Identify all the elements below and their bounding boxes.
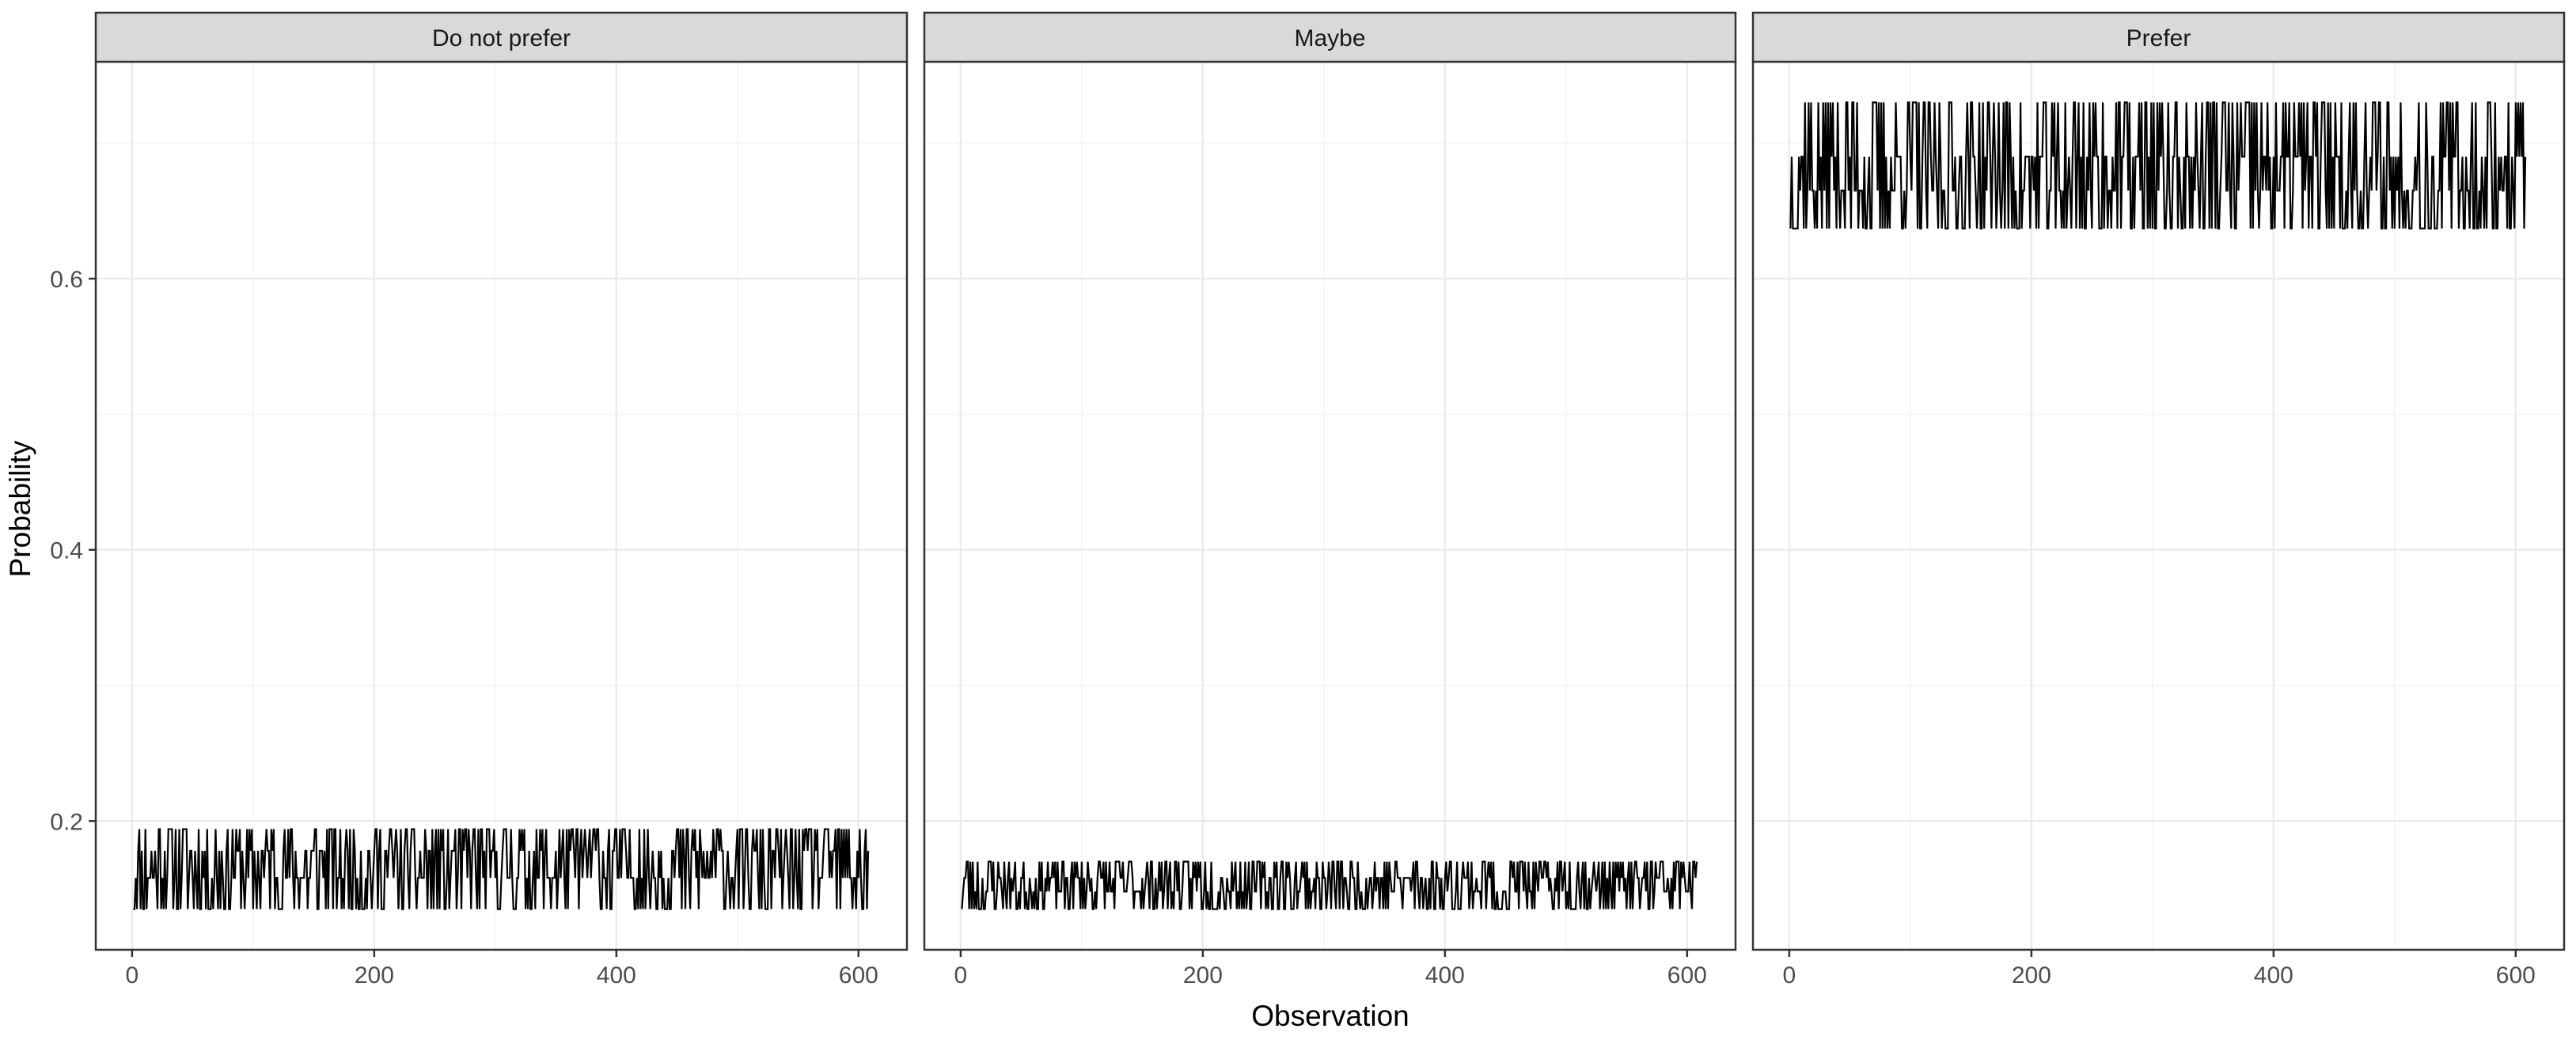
x-tick-label: 0 xyxy=(126,962,139,989)
facet-strip-label: Maybe xyxy=(1294,25,1365,51)
x-tick-label: 200 xyxy=(1183,962,1223,989)
panel-background xyxy=(924,62,1736,950)
facet-panel-1: Do not prefer 0 200 400 600 xyxy=(94,11,909,989)
x-tick-label: 400 xyxy=(597,962,636,989)
facet-panel-3: Prefer 0 200 400 600 xyxy=(1751,11,2566,989)
x-tick-label: 600 xyxy=(2496,962,2536,989)
facet-strip xyxy=(1751,11,2566,63)
facet-strip-label: Do not prefer xyxy=(432,25,571,51)
x-tick-label: 0 xyxy=(954,962,968,989)
y-tick-label: 0.2 xyxy=(50,809,83,835)
y-tick-label: 0.6 xyxy=(50,267,83,293)
series-line-3 xyxy=(1789,101,2527,230)
series-line-1 xyxy=(133,828,870,910)
x-tick-label: 200 xyxy=(355,962,394,989)
y-tick-label: 0.4 xyxy=(50,538,83,564)
x-axis-title: Observation xyxy=(1251,1000,1409,1032)
facet-strip xyxy=(94,11,909,63)
facet-strip xyxy=(923,11,1737,63)
facet-panel-2: Maybe 0 200 400 600 xyxy=(923,11,1737,989)
x-tick-label: 0 xyxy=(1783,962,1796,989)
y-axis-title: Probability xyxy=(4,440,36,577)
panel-background xyxy=(96,62,907,950)
x-tick-label: 600 xyxy=(1667,962,1707,989)
series-line-2 xyxy=(961,860,1698,910)
x-tick-label: 200 xyxy=(2012,962,2051,989)
x-tick-label: 400 xyxy=(1425,962,1465,989)
x-tick-label: 600 xyxy=(839,962,878,989)
x-tick-label: 400 xyxy=(2254,962,2293,989)
facet-strip-label: Prefer xyxy=(2126,25,2191,51)
